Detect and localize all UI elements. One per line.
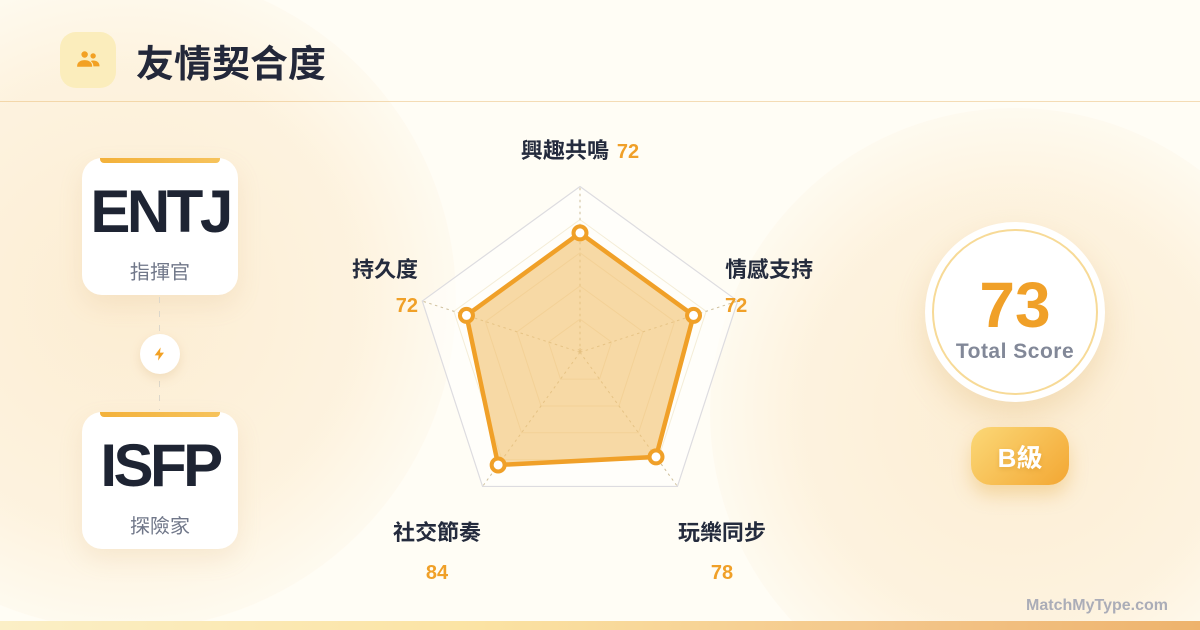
svg-text:玩樂同步: 玩樂同步 [678, 520, 766, 545]
svg-text:72: 72 [725, 295, 747, 317]
svg-text:72: 72 [396, 295, 418, 317]
svg-text:84: 84 [426, 562, 449, 584]
svg-text:持久度: 持久度 [352, 257, 418, 282]
svg-text:社交節奏: 社交節奏 [393, 520, 481, 545]
svg-text:78: 78 [711, 562, 733, 584]
svg-text:情感支持: 情感支持 [725, 257, 813, 282]
